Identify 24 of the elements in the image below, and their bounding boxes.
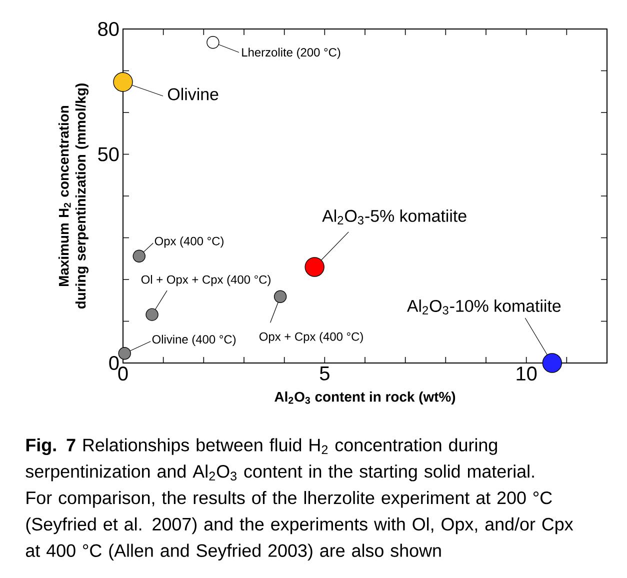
annotation: Ol + Opx + Cpx (400 °C) <box>141 275 270 286</box>
annotation: Olivine (400 °C) <box>152 334 236 346</box>
annotation: Opx (400 °C) <box>154 236 224 248</box>
text: Fig. 7 Relationships between fluid H$_{2}$ concentration during serpentinization and Al$_{2}$O$_{3}$ content in the starting solid material. For comparison, the results of the lherzolite experiment at 200 °C (Seyfried et al. 2007) and the experiments with Ol, Opx, and/or Cpx at 400 °C (Allen and Seyfried 2003) are also shown <box>26 438 574 561</box>
x-tick-label: 10 <box>516 366 537 381</box>
annotation: Opx + Cpx (400 °C) <box>259 332 363 344</box>
annotation: Olivine <box>168 88 218 100</box>
point <box>118 347 131 360</box>
y-tick-label: 50 <box>98 147 119 162</box>
point <box>206 36 220 49</box>
point <box>132 250 146 262</box>
x-axis-title: Al$_{2}$O$_{3}$ content in rock (wt%) <box>274 391 456 404</box>
annotation: Al$_{2}$O$_{3}$-10% komatiite <box>406 300 561 314</box>
y-tick-label: 80 <box>98 22 119 36</box>
annotation: Al$_{2}$O$_{3}$-5% komatiite <box>322 209 466 224</box>
annotation: Lherzolite (200 °C) <box>242 48 340 59</box>
point <box>113 72 133 92</box>
x-tick-label: 0 <box>118 366 128 381</box>
y-tick-label: 0 <box>109 356 119 370</box>
point <box>274 290 287 303</box>
point <box>542 353 562 373</box>
point <box>146 308 158 321</box>
x-tick-label: 5 <box>320 366 330 380</box>
point <box>304 257 324 277</box>
